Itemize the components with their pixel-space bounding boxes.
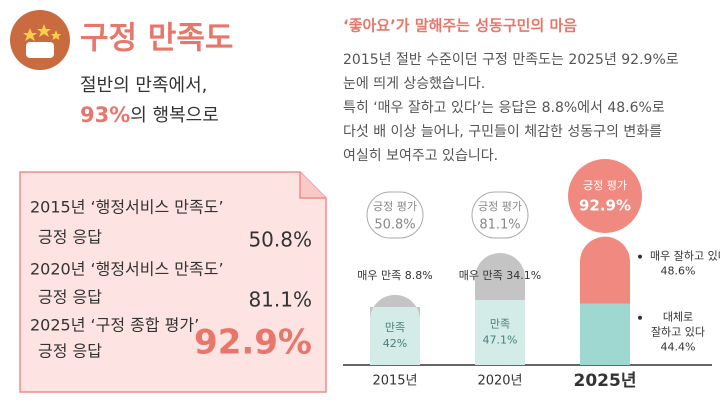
label-dot (638, 254, 642, 259)
year-label: 2020년 (477, 374, 522, 389)
item-label: 2020년 ‘행정서비스 만족도’ (30, 260, 224, 279)
description: 다섯 배 이상 늘어나, 구민들이 체감한 성동구의 변화를 (343, 124, 662, 140)
total-value: 92.9% (579, 197, 631, 215)
segment-value: 47.1% (483, 334, 518, 347)
segment-value: 42% (383, 337, 407, 350)
subtitle: 93%의 행복으로 (80, 103, 219, 127)
total-bubble (366, 191, 424, 239)
segment-label: 만족 (490, 318, 510, 331)
segment-label: 매우 만족 8.8% (357, 269, 432, 282)
total-name: 긍정 평가 (373, 200, 417, 213)
item-sublabel: 긍정 응답 (38, 228, 102, 247)
bar-segment (475, 300, 525, 365)
subtitle-rest: 의 행복으로 (130, 105, 219, 126)
segment-label: 매우 만족 34.1% (459, 269, 541, 282)
segment-label: 잘하고 있다 (651, 325, 705, 339)
icon-star (37, 24, 51, 37)
icon-star (51, 30, 61, 40)
year-label: 2025년 (574, 371, 637, 391)
bar-segment (370, 294, 420, 320)
total-name: 긍정 평가 (478, 200, 522, 213)
bar-segment (580, 236, 630, 304)
description: 눈에 띄게 상승했습니다. (343, 76, 485, 92)
segment-value: 48.6% (661, 265, 696, 278)
summary-box (19, 171, 327, 393)
item-sublabel: 긍정 응답 (38, 288, 102, 307)
icon-hand (26, 42, 54, 58)
segment-value: 44.4% (661, 341, 696, 354)
year-label: 2015년 (372, 374, 417, 389)
total-name: 긍정 평가 (583, 179, 627, 192)
item-label: 2015년 ‘행정서비스 만족도’ (30, 198, 224, 217)
description: 2015년 절반 수준이던 구정 만족도는 2025년 92.9%로 (343, 52, 679, 68)
segment-name: 매우 만족 (357, 269, 401, 282)
segment-label: 만족 (385, 321, 405, 334)
total-bubble (568, 159, 642, 233)
segment-label: 대체로 (663, 311, 693, 324)
item-value: 92.9% (194, 323, 312, 363)
segment-name: 매우 만족 (459, 269, 503, 282)
subtitle: 절반의 만족에서, (80, 75, 207, 96)
total-bubble (471, 191, 529, 239)
segment-value: 34.1% (506, 269, 541, 282)
highlight: 93% (80, 103, 130, 127)
item-value: 50.8% (248, 228, 312, 252)
icon (10, 10, 70, 70)
title: 구정 만족도 (80, 21, 233, 57)
section-title: ‘좋아요’가 말해주는 성동구민의 마음 (343, 17, 577, 35)
total-value: 50.8% (374, 218, 415, 233)
segment-label: 매우 잘하고 있다 (650, 249, 720, 263)
item-value: 81.1% (248, 288, 312, 312)
description: 여실히 보여주고 있습니다. (343, 148, 498, 164)
bar-segment (580, 303, 630, 365)
description: 특히 ‘매우 잘하고 있다’는 응답은 8.8%에서 48.6%로 (343, 100, 665, 116)
item-sublabel: 긍정 응답 (38, 342, 102, 361)
fold (299, 172, 326, 199)
bar-segment (475, 252, 525, 301)
total-value: 81.1% (479, 218, 520, 233)
bar-segment (370, 307, 420, 365)
label-dot (638, 315, 642, 320)
item-label: 2025년 ‘구정 종합 평가’ (30, 316, 199, 335)
segment-value: 8.8% (405, 269, 433, 282)
icon-star (23, 28, 37, 41)
